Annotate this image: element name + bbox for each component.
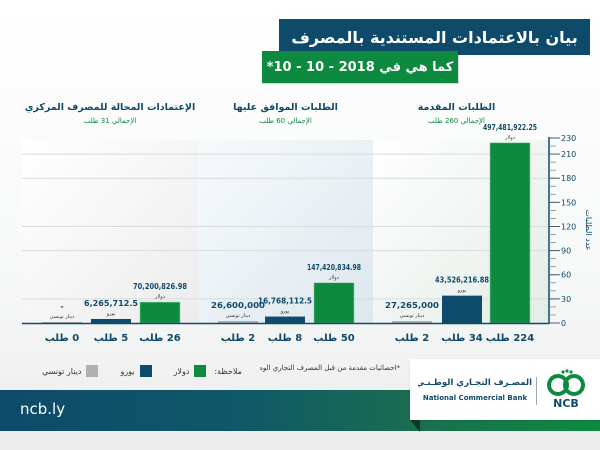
y-tick-label-0: 0 (561, 319, 566, 328)
bar-amount-label: 26,600,000 (211, 301, 265, 310)
bar-count-label: 26 طلب (139, 333, 181, 344)
website-link[interactable]: ncb.ly (20, 400, 66, 418)
bar-dollar-group-0 (489, 142, 531, 324)
bar-currency-label: يورو (457, 288, 467, 294)
bar-euro-group-2 (91, 318, 131, 323)
bar-currency-label: يورو (106, 311, 116, 317)
bar-count-label: 8 طلب (268, 333, 303, 344)
group-title-central-bank: الإعتمادات المحالة للمصرف المركزي (24, 102, 196, 113)
bar-currency-label: دينار تونسي (400, 313, 425, 319)
bar-currency-label: دينار تونسي (50, 314, 75, 320)
logo-fold-decoration (410, 420, 420, 432)
page-title: بيان بالاعتمادات المستندية بالمصرف (279, 19, 590, 55)
logo-arabic-name: المصـرف التجـاري الوطـنـي (418, 378, 532, 388)
y-tick-label-230: 230 (561, 134, 576, 143)
y-tick-label-30: 30 (561, 295, 571, 304)
logo-english-name: National Commercial Bank (422, 394, 528, 402)
legend-item-dollar: دولار (174, 365, 207, 377)
legend-label-dollar: دولار (173, 366, 190, 376)
bar-dollar-group-1 (313, 282, 355, 324)
bar-count-label: 34 طلب (441, 333, 483, 344)
group-title-approved: الطلبات الموافق عليها (233, 102, 338, 113)
logo-separator (536, 377, 537, 405)
bar-dinar-group-0 (392, 321, 432, 323)
legend-label-euro: يورو (120, 366, 135, 376)
bar-amount-label: 6,265,712.5 (84, 299, 138, 308)
y-tick-label-60: 60 (561, 271, 571, 280)
legend-swatch-euro (139, 365, 152, 377)
group-total-submitted: الإجمالي 260 طلب (427, 117, 485, 125)
group-title-submitted: الطلبات المقدمة (417, 102, 496, 113)
y-tick-label-90: 90 (561, 247, 571, 256)
legend-item-euro: يورو (120, 365, 152, 377)
y-tick-label-180: 180 (561, 174, 576, 183)
bar-chart: 497,481,922.25 دولار 224 طلب 43,526,216.88 ي… (22, 123, 593, 344)
y-axis-label: عدد الطلبات (584, 209, 593, 250)
legend-swatch-dollar (194, 365, 207, 377)
bar-count-label: 50 طلب (313, 333, 355, 344)
bar-currency-label: دولار (328, 275, 339, 281)
group-panel-2 (22, 140, 198, 323)
legend: ملاحظة: دولار يورو دينار تونسي (20, 364, 242, 378)
bar-currency-label: دولار (504, 135, 515, 141)
page-subtitle-date: كما هي في 2018 - 10 - 10* (262, 51, 458, 83)
bar-dinar-group-1 (218, 321, 258, 323)
bar-count-label: 5 طلب (94, 333, 129, 344)
bar-currency-label: يورو (280, 309, 290, 315)
bar-count-label: 224 طلب (486, 333, 534, 344)
bar-amount-label: 27,265,000 (385, 301, 439, 310)
bar-amount-label: 16,768,112.5 (258, 297, 312, 306)
bar-amount-label: 147,420,834.98 (307, 263, 361, 272)
legend-swatch-dinar (86, 365, 99, 377)
source-footnote: *احصائيات مقدمة من قبل المصرف التجاري ال… (260, 364, 400, 372)
bar-amount-label: 70,200,826.98 (133, 282, 187, 291)
bar-dinar-group-2 (42, 322, 82, 323)
bar-amount-label: 43,526,216.88 (435, 276, 489, 285)
bar-amount-label: 497,481,922.25 (483, 123, 537, 132)
bar-amount-label: - (60, 302, 63, 311)
group-total-approved: الإجمالي 60 طلب (259, 117, 312, 125)
bar-count-label: 2 طلب (221, 333, 256, 344)
bar-currency-label: دينار تونسي (226, 313, 251, 319)
bar-euro-group-0 (442, 295, 482, 323)
y-tick-label-150: 150 (561, 198, 576, 207)
bar-euro-group-1 (265, 316, 305, 323)
bar-count-label: 0 طلب (45, 333, 80, 344)
legend-label-dinar: دينار تونسي (42, 366, 82, 376)
y-tick-label-210: 210 (561, 150, 576, 159)
legend-item-dinar: دينار تونسي (42, 365, 99, 377)
bar-dollar-group-2 (139, 301, 181, 324)
legend-title: ملاحظة: (214, 366, 242, 376)
bar-count-label: 2 طلب (395, 333, 430, 344)
group-total-central-bank: الإجمالي 31 طلب (83, 117, 137, 125)
logo-abbreviation: NCB (553, 397, 579, 410)
y-tick-label-120: 120 (561, 222, 576, 231)
bar-currency-label: دولار (154, 294, 165, 300)
ncb-logo-icon (547, 369, 585, 396)
